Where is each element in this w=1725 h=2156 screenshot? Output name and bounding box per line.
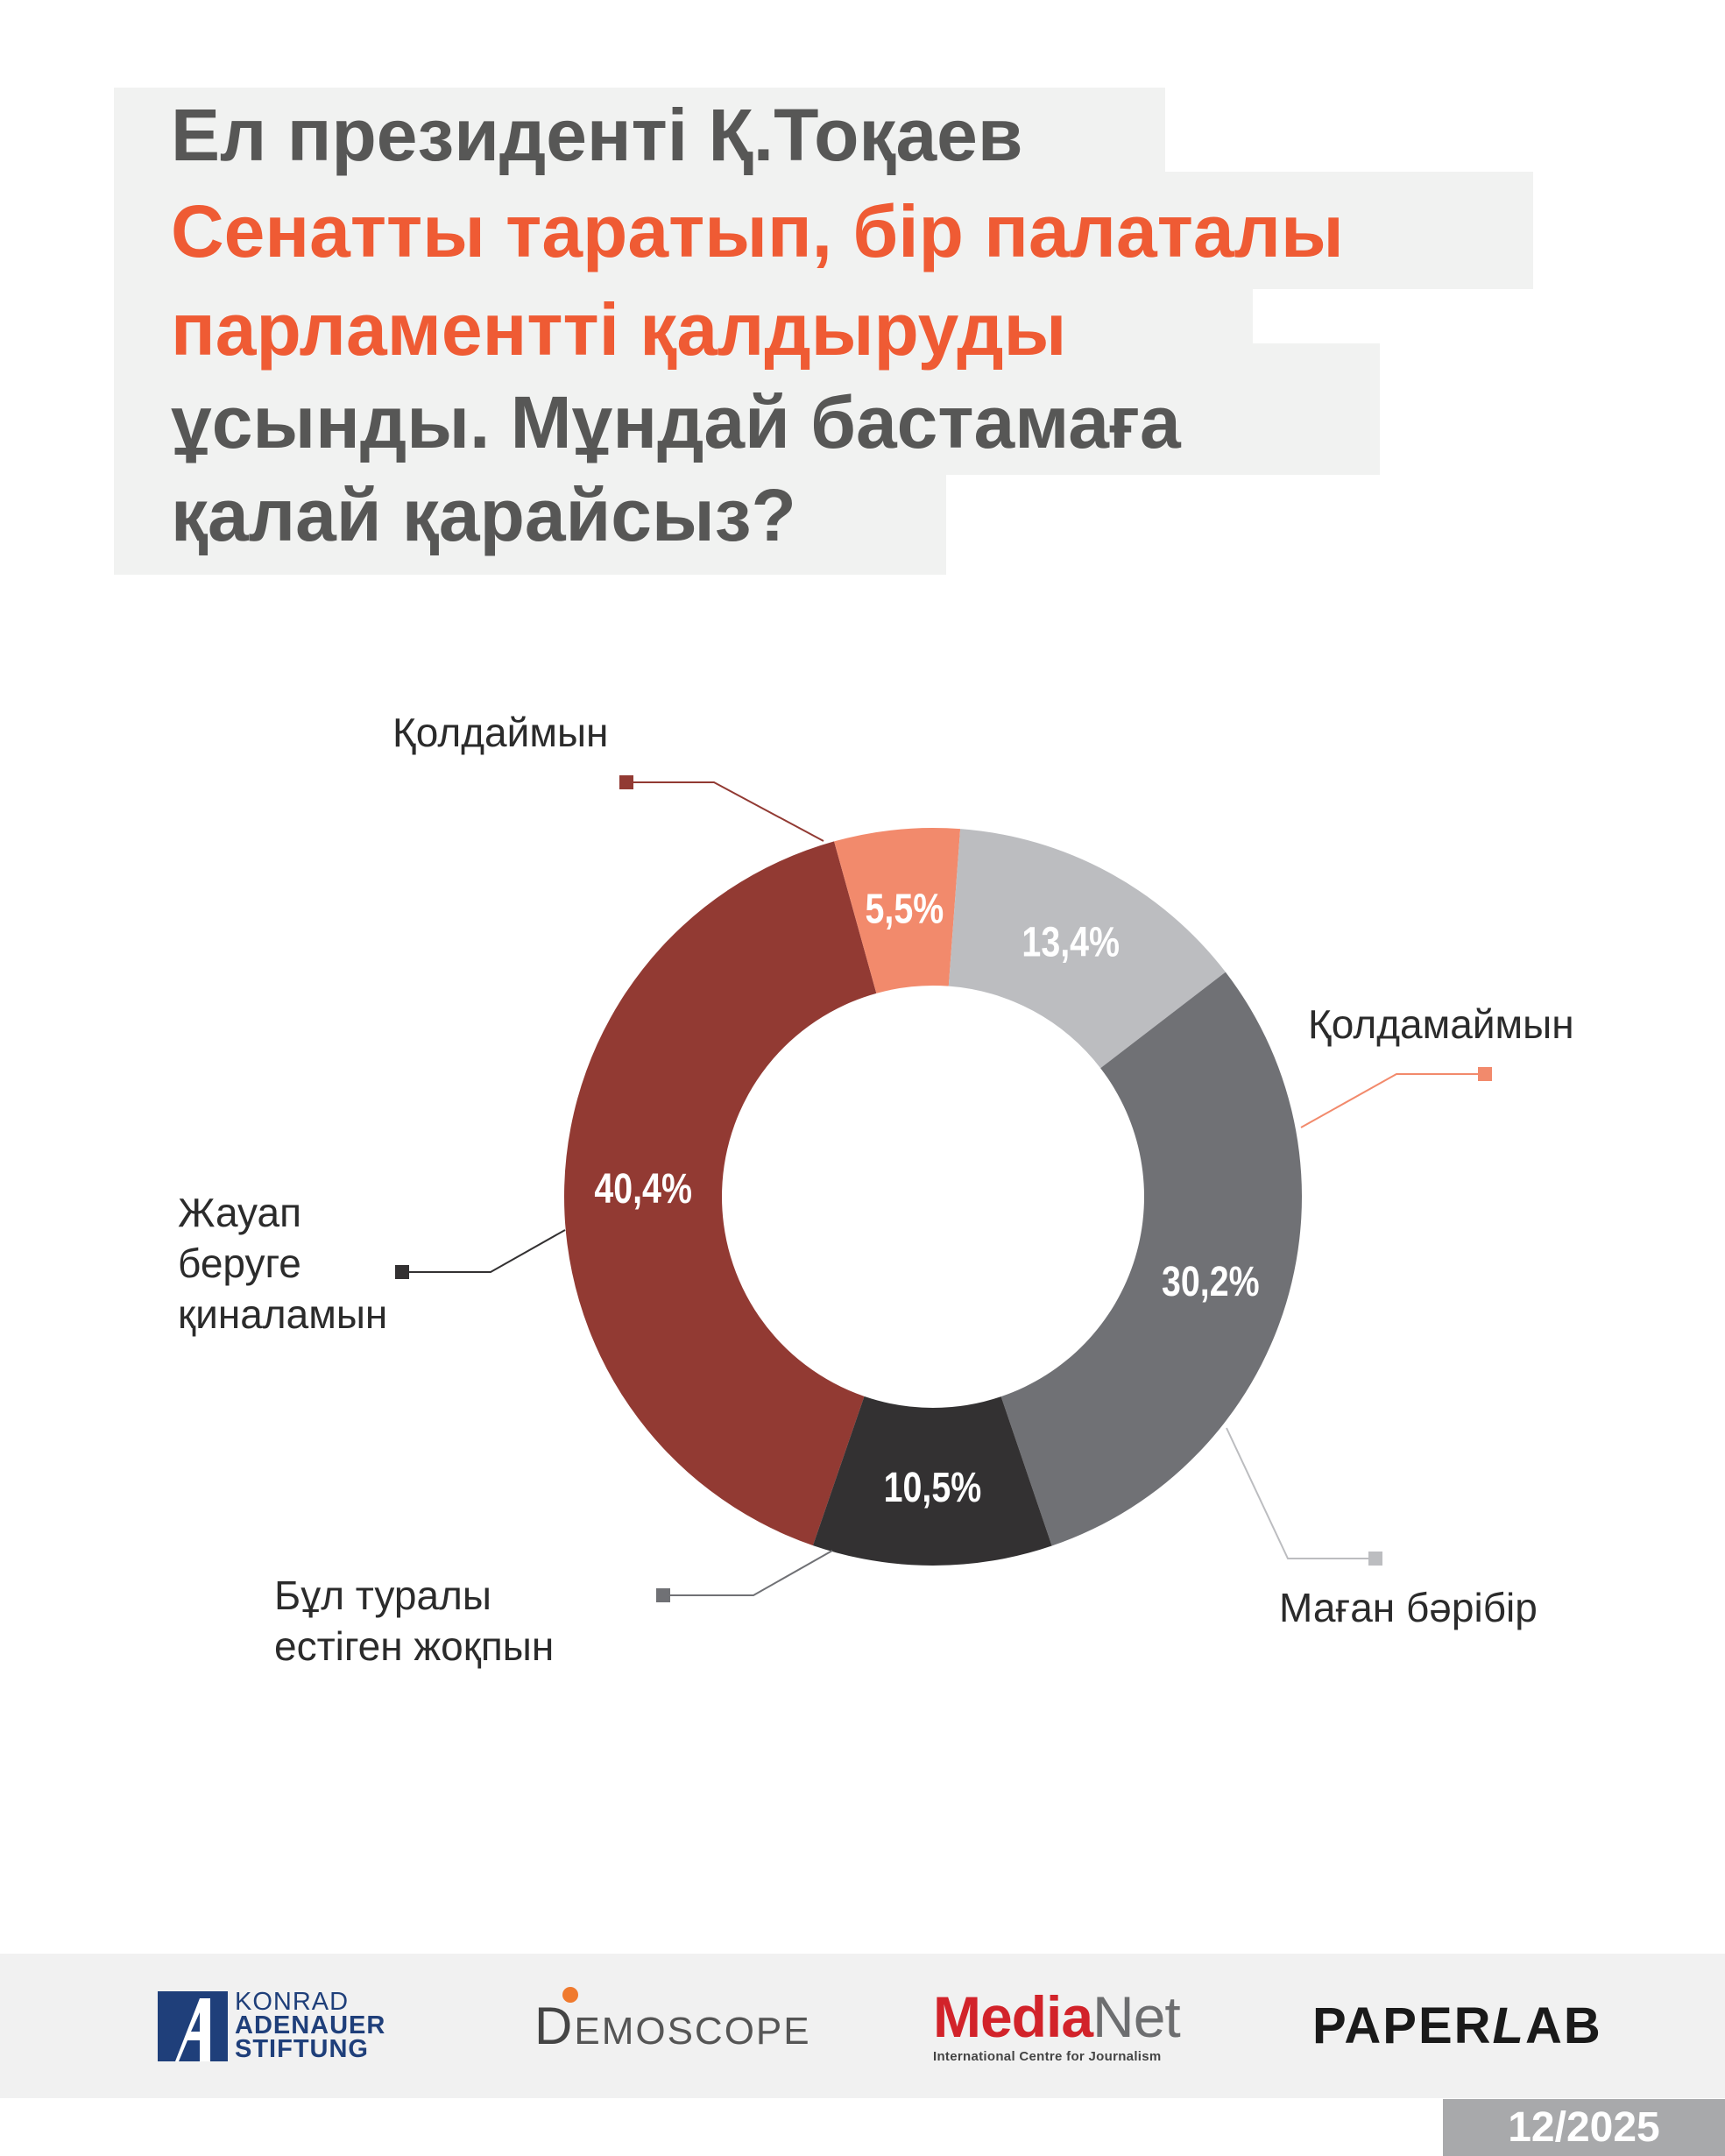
slice-oppose — [834, 828, 961, 993]
medianet-main: MediaNet — [933, 1988, 1181, 2046]
value-label-support: 40,4% — [594, 1165, 692, 1212]
title-bg-3 — [114, 286, 1253, 347]
footer: KONRAD ADENAUER STIFTUNG DEMOSCOPE Media… — [0, 1954, 1725, 2098]
demoscope-dot-icon — [562, 1987, 578, 2003]
demoscope-text: DEMOSCOPE — [534, 1996, 811, 2056]
title-bg-4 — [114, 343, 1380, 475]
title-line-3: парламентті қалдыруды — [171, 288, 1067, 371]
marker-indifferent — [1368, 1552, 1382, 1566]
category-label-support: Қолдаймын — [392, 710, 608, 755]
title-bg-5 — [114, 471, 946, 575]
kas-text: KONRAD ADENAUER STIFTUNG — [235, 1988, 386, 2063]
donut-chart: 40,4% 5,5% 13,4% 30,2% 10,5% Қолдаймын Қолдама… — [178, 710, 1574, 1669]
value-label-indifferent: 13,4% — [1022, 919, 1120, 966]
slice-not_heard — [1000, 972, 1303, 1546]
paperlab-paper: PAPER — [1312, 1997, 1493, 2054]
marker-not_heard — [656, 1588, 670, 1602]
title-line-5: қалай қарайсыз? — [171, 474, 796, 556]
kas-line-3: STIFTUNG — [235, 2035, 369, 2063]
date-badge: 12/2025 — [1443, 2099, 1725, 2156]
marker-support — [619, 775, 633, 789]
marker-oppose — [1478, 1067, 1492, 1081]
leader-line-indifferent — [1226, 1427, 1375, 1559]
category-label-oppose: Қолдамаймын — [1308, 1001, 1574, 1047]
title-bg-1 — [114, 88, 1165, 175]
demoscope-first: D — [534, 1997, 575, 2055]
slice-hard_to_answer — [812, 1396, 1052, 1566]
marker-hard_to_answer — [395, 1265, 409, 1279]
value-label-hard_to_answer: 10,5% — [884, 1464, 982, 1511]
leader-line-not_heard — [663, 1550, 833, 1596]
kas-line-2: ADENAUER — [235, 2011, 386, 2039]
category-label-indifferent: Маған бәрібір — [1279, 1585, 1538, 1630]
title-line-2: Сенатты таратып, бір палаталы — [171, 190, 1344, 272]
kas-mark-icon — [158, 1990, 228, 2061]
slice-indifferent — [948, 829, 1226, 1069]
title-bg-2 — [114, 172, 1533, 289]
demoscope-rest: EMOSCOPE — [574, 2010, 811, 2053]
medianet-media: Media — [933, 1984, 1093, 2049]
kas-logo: KONRAD ADENAUER STIFTUNG — [158, 1954, 385, 2098]
title-line-4: ұсынды. Мұндай бастамаға — [171, 381, 1181, 463]
category-label-hard_to_answer-3: қиналамын — [178, 1291, 387, 1337]
medianet-net: Net — [1092, 1984, 1181, 2049]
demoscope-logo: DEMOSCOPE — [534, 1954, 811, 2098]
value-label-oppose: 5,5% — [866, 886, 944, 933]
paperlab-ab: AB — [1524, 1997, 1602, 2054]
value-label-not_heard: 30,2% — [1162, 1258, 1260, 1305]
paperlab-l: L — [1492, 1997, 1525, 2054]
medianet-sub: International Centre for Journalism — [933, 2049, 1162, 2064]
category-label-not_heard-2: естіген жоқпын — [274, 1623, 554, 1669]
category-label-hard_to_answer-2: беруге — [178, 1241, 301, 1286]
slice-support — [563, 841, 877, 1546]
category-label-not_heard-1: Бұл туралы — [274, 1573, 491, 1618]
category-label-hard_to_answer-1: Жауап — [178, 1190, 301, 1235]
leader-line-support — [626, 781, 824, 842]
paperlab-logo: PAPER L AB — [1312, 1954, 1602, 2098]
leader-line-hard_to_answer — [402, 1229, 566, 1273]
medianet-logo: MediaNet International Centre for Journa… — [933, 1954, 1181, 2098]
title-block: Ел президенті Қ.Тоқаев Сенатты таратып, … — [0, 0, 1725, 613]
leader-line-oppose — [1300, 1073, 1485, 1128]
kas-line-1: KONRAD — [235, 1988, 350, 2016]
title-line-1: Ел президенті Қ.Тоқаев — [171, 94, 1023, 176]
